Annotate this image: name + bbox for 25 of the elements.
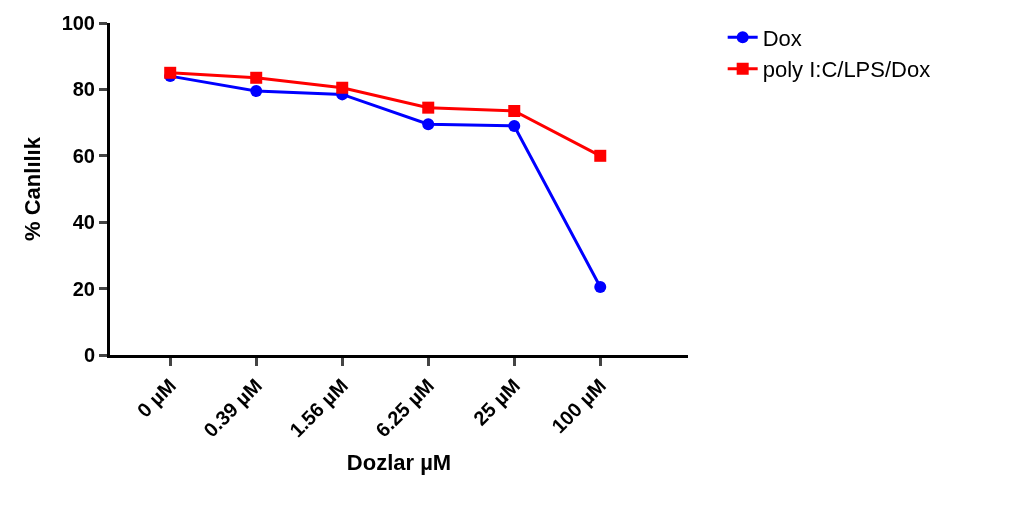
point	[250, 85, 263, 98]
point	[594, 280, 607, 293]
y-tick-label: 40	[72, 211, 95, 234]
legend-label: Dox	[762, 25, 802, 51]
point	[508, 104, 521, 117]
x-tick-label: 0.39 µM	[199, 374, 267, 442]
point	[422, 101, 435, 114]
x-axis-title: Dozlar µM	[346, 450, 452, 476]
y-tick-label: 80	[72, 78, 95, 101]
point	[422, 118, 435, 131]
point	[164, 66, 177, 79]
point	[250, 71, 263, 84]
y-tick-label: 100	[61, 12, 95, 34]
x-tick-label: 0 µM	[132, 374, 181, 422]
y-tick-label: 0	[83, 344, 95, 366]
x-tick-label: 25 µM	[469, 374, 525, 430]
legend-label: poly I:C/LPS/Dox	[762, 57, 931, 83]
x-tick-label: 100 µM	[547, 374, 611, 438]
y-axis-title: % Canlılık	[20, 136, 46, 241]
point	[594, 149, 607, 162]
point	[336, 81, 349, 94]
y-tick-label: 60	[72, 144, 95, 167]
x-tick-label: 6.25 µM	[371, 374, 439, 442]
point	[508, 119, 521, 132]
y-tick-label: 20	[72, 277, 95, 300]
